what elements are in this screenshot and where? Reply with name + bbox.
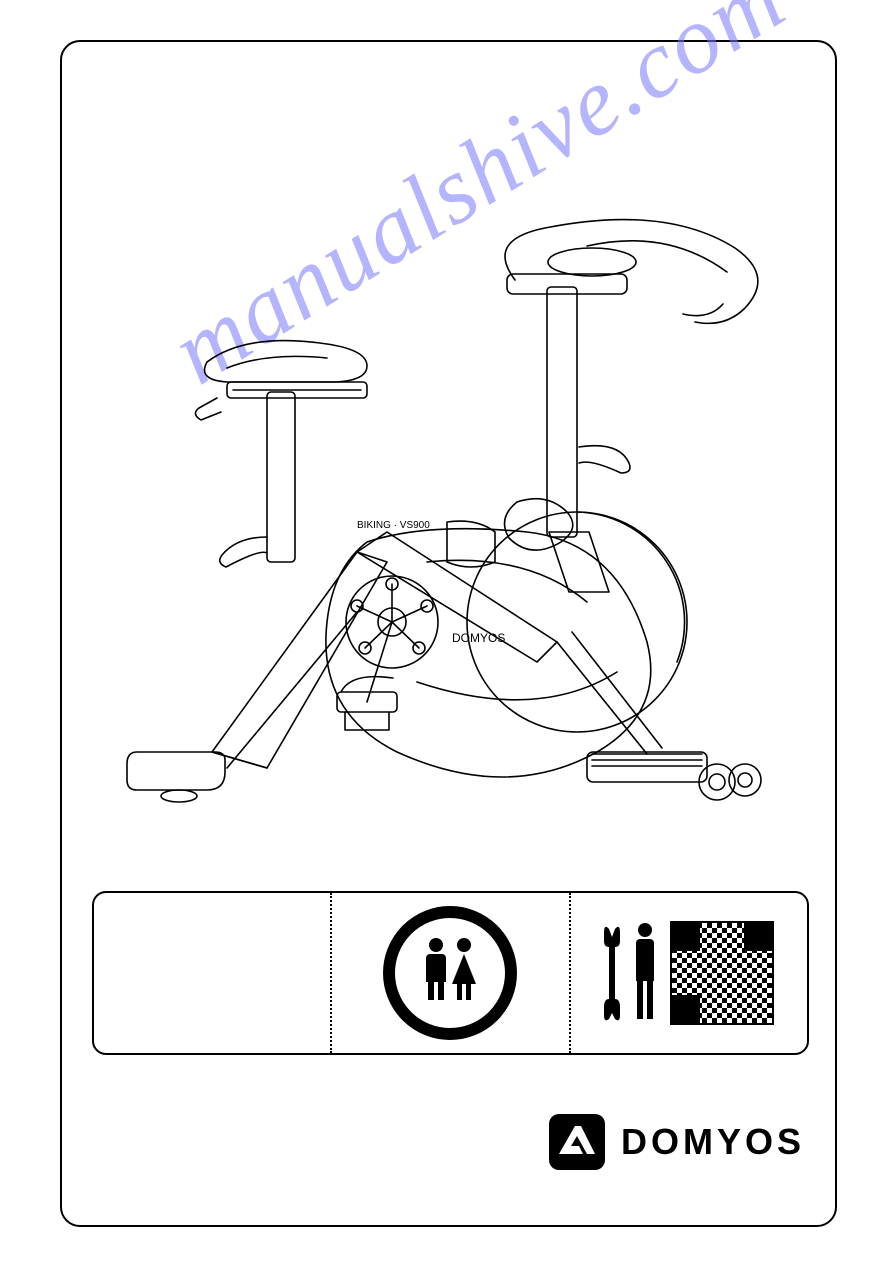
product-illustration: DOMYOS BIKING · VS900: [117, 192, 777, 842]
wrench-icon: [604, 923, 620, 1023]
page-frame: manualshive.com: [60, 40, 837, 1227]
info-cell-support: [571, 893, 807, 1053]
person-icon: [634, 923, 656, 1023]
brand-badge-icon: [549, 1114, 605, 1170]
frame-model-text: BIKING · VS900: [357, 520, 430, 531]
brand-footer: DOMYOS: [549, 1114, 805, 1170]
two-people-in-circle-icon: [383, 906, 517, 1040]
brand-name: DOMYOS: [621, 1121, 805, 1163]
two-people-icon: [420, 938, 480, 1008]
info-cell-blank: [94, 893, 332, 1053]
info-box: [92, 891, 809, 1055]
info-cell-people: [332, 893, 570, 1053]
person-female-icon: [452, 938, 476, 998]
guard-brand-text: DOMYOS: [452, 631, 505, 645]
qr-code: [670, 921, 774, 1025]
person-male-icon: [424, 938, 448, 998]
